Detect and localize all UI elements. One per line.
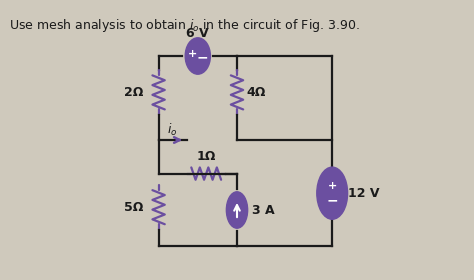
Text: 12 V: 12 V <box>347 187 379 200</box>
Text: +: + <box>188 49 197 59</box>
Ellipse shape <box>185 38 210 74</box>
Text: 2Ω: 2Ω <box>124 86 143 99</box>
Text: Use mesh analysis to obtain $i_o$ in the circuit of Fig. 3.90.: Use mesh analysis to obtain $i_o$ in the… <box>9 17 360 34</box>
Text: −: − <box>327 193 338 207</box>
Text: 1Ω: 1Ω <box>197 150 216 163</box>
Ellipse shape <box>227 192 247 228</box>
Text: +: + <box>328 181 337 191</box>
Ellipse shape <box>317 167 347 219</box>
Text: 5Ω: 5Ω <box>124 201 143 214</box>
Text: $i_o$: $i_o$ <box>167 122 178 138</box>
Text: 3 A: 3 A <box>252 204 275 216</box>
Text: 4Ω: 4Ω <box>247 86 266 99</box>
Text: 6 V: 6 V <box>186 27 209 40</box>
Text: −: − <box>197 50 209 64</box>
